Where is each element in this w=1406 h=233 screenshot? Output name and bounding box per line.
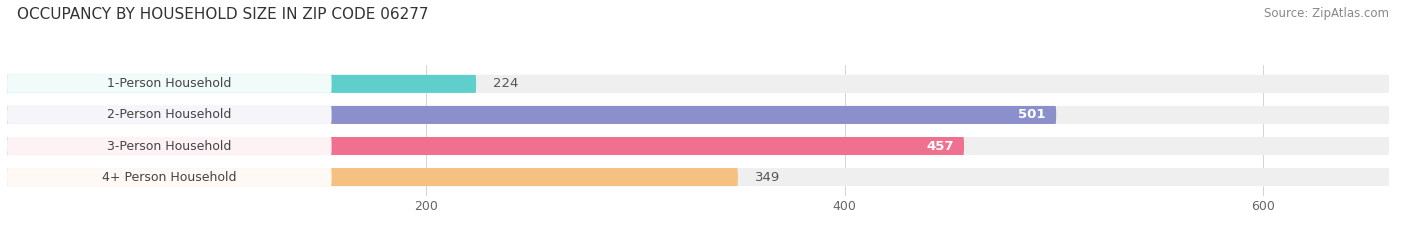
FancyBboxPatch shape [7,75,477,93]
FancyBboxPatch shape [7,137,965,155]
Text: Source: ZipAtlas.com: Source: ZipAtlas.com [1264,7,1389,20]
Text: 3-Person Household: 3-Person Household [107,140,232,153]
FancyBboxPatch shape [7,168,1389,186]
FancyBboxPatch shape [7,106,1389,124]
Text: 224: 224 [494,77,519,90]
FancyBboxPatch shape [7,168,332,186]
Text: 457: 457 [927,140,953,153]
FancyBboxPatch shape [7,168,738,186]
FancyBboxPatch shape [7,75,332,93]
Text: 1-Person Household: 1-Person Household [107,77,232,90]
Text: 349: 349 [755,171,780,184]
Text: 501: 501 [1018,108,1046,121]
Text: OCCUPANCY BY HOUSEHOLD SIZE IN ZIP CODE 06277: OCCUPANCY BY HOUSEHOLD SIZE IN ZIP CODE … [17,7,429,22]
FancyBboxPatch shape [7,137,332,155]
FancyBboxPatch shape [7,137,1389,155]
FancyBboxPatch shape [7,106,1056,124]
FancyBboxPatch shape [7,75,1389,93]
Text: 4+ Person Household: 4+ Person Household [103,171,236,184]
Text: 2-Person Household: 2-Person Household [107,108,232,121]
FancyBboxPatch shape [7,106,332,124]
